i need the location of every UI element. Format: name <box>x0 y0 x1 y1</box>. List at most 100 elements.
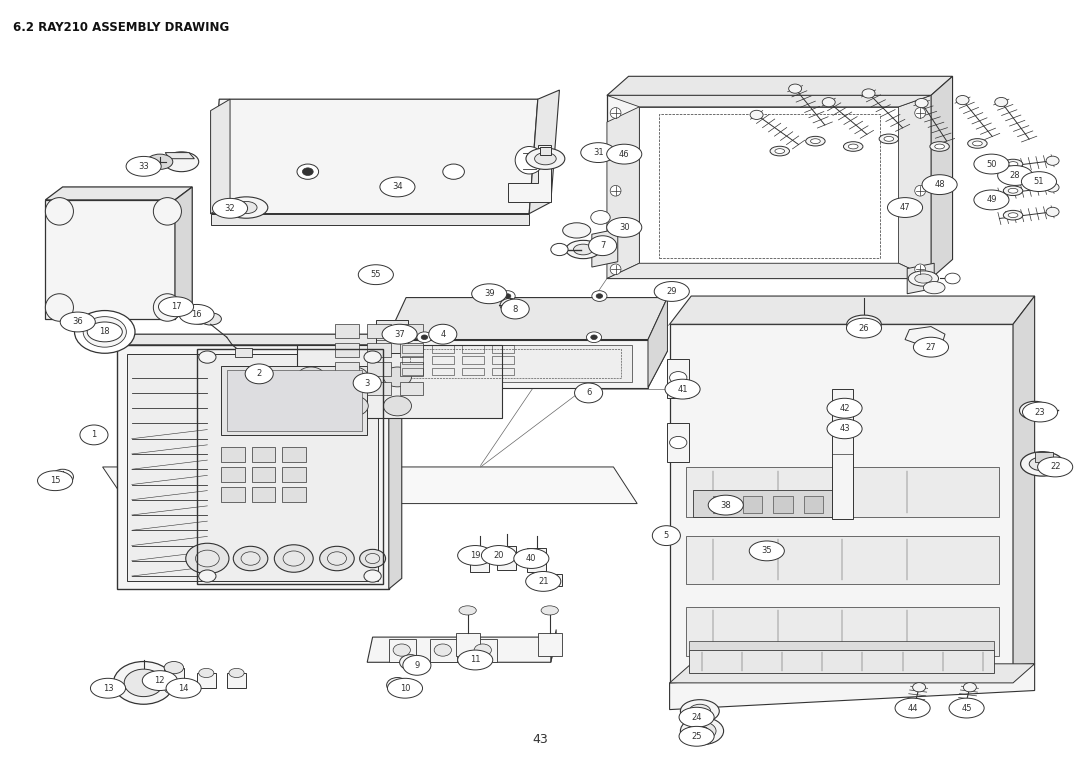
Polygon shape <box>387 340 648 388</box>
Text: 43: 43 <box>839 424 850 433</box>
Polygon shape <box>686 467 999 517</box>
Polygon shape <box>165 153 194 159</box>
Ellipse shape <box>566 240 600 259</box>
Ellipse shape <box>665 379 700 399</box>
Text: 38: 38 <box>720 501 731 510</box>
Ellipse shape <box>52 469 73 485</box>
Bar <box>743 496 762 513</box>
Ellipse shape <box>94 324 116 340</box>
Ellipse shape <box>607 144 642 164</box>
Bar <box>335 324 359 338</box>
Bar <box>402 345 423 353</box>
Ellipse shape <box>526 571 561 591</box>
Bar <box>432 356 454 364</box>
Bar <box>227 370 362 431</box>
Ellipse shape <box>670 436 687 449</box>
Ellipse shape <box>124 669 163 697</box>
Ellipse shape <box>458 546 492 565</box>
Ellipse shape <box>387 678 408 693</box>
Polygon shape <box>376 320 408 353</box>
Ellipse shape <box>126 156 161 176</box>
Ellipse shape <box>535 153 556 165</box>
Ellipse shape <box>364 351 381 363</box>
Bar <box>252 467 275 482</box>
Text: 18: 18 <box>99 327 110 336</box>
Ellipse shape <box>670 372 687 384</box>
Text: 51: 51 <box>1034 177 1044 186</box>
Ellipse shape <box>474 644 491 656</box>
Ellipse shape <box>1009 162 1018 166</box>
Ellipse shape <box>459 606 476 615</box>
Polygon shape <box>389 639 416 662</box>
Text: 17: 17 <box>171 302 181 311</box>
Polygon shape <box>693 490 848 517</box>
Bar <box>367 382 391 395</box>
Ellipse shape <box>540 575 559 585</box>
Text: 32: 32 <box>225 204 235 213</box>
Ellipse shape <box>1023 402 1057 422</box>
Ellipse shape <box>164 152 199 172</box>
Ellipse shape <box>359 265 393 285</box>
Polygon shape <box>211 99 538 214</box>
Ellipse shape <box>191 314 208 324</box>
Ellipse shape <box>751 111 764 120</box>
Ellipse shape <box>153 198 181 225</box>
Polygon shape <box>387 298 667 340</box>
Polygon shape <box>905 327 945 345</box>
Ellipse shape <box>403 655 431 675</box>
Text: 35: 35 <box>761 546 772 555</box>
Bar <box>773 496 793 513</box>
Ellipse shape <box>610 108 621 118</box>
Polygon shape <box>931 76 953 278</box>
Bar <box>462 368 484 375</box>
Polygon shape <box>367 637 556 662</box>
Polygon shape <box>670 664 1035 683</box>
Text: 3: 3 <box>365 378 369 388</box>
Ellipse shape <box>482 546 516 565</box>
Ellipse shape <box>847 318 881 338</box>
Ellipse shape <box>199 570 216 582</box>
Bar <box>221 366 367 435</box>
Polygon shape <box>670 664 1035 710</box>
Text: 8: 8 <box>513 304 517 314</box>
Bar <box>804 496 823 513</box>
Text: 10: 10 <box>400 684 410 693</box>
Polygon shape <box>551 629 556 662</box>
Ellipse shape <box>327 552 347 565</box>
Bar <box>402 356 423 364</box>
Bar <box>335 343 359 357</box>
Ellipse shape <box>945 273 960 284</box>
Text: 36: 36 <box>72 317 83 327</box>
Text: 44: 44 <box>907 703 918 713</box>
Text: 37: 37 <box>394 330 405 339</box>
Ellipse shape <box>1003 186 1023 195</box>
Text: 46: 46 <box>619 150 630 159</box>
Ellipse shape <box>388 678 422 698</box>
Ellipse shape <box>113 662 174 704</box>
Ellipse shape <box>392 681 403 689</box>
Text: 31: 31 <box>593 148 604 157</box>
Ellipse shape <box>806 137 825 146</box>
Ellipse shape <box>1020 401 1050 420</box>
Ellipse shape <box>38 471 72 491</box>
Ellipse shape <box>652 526 680 546</box>
Text: 15: 15 <box>50 476 60 485</box>
Ellipse shape <box>584 384 599 394</box>
Ellipse shape <box>91 678 125 698</box>
Polygon shape <box>538 633 562 656</box>
Ellipse shape <box>607 217 642 237</box>
Polygon shape <box>639 107 899 263</box>
Ellipse shape <box>393 644 410 656</box>
Ellipse shape <box>1026 405 1043 416</box>
Ellipse shape <box>563 223 591 238</box>
Ellipse shape <box>770 146 789 156</box>
Text: 21: 21 <box>538 577 549 586</box>
Ellipse shape <box>360 549 386 568</box>
Polygon shape <box>607 95 931 278</box>
Ellipse shape <box>1022 172 1056 192</box>
Polygon shape <box>456 633 480 656</box>
Ellipse shape <box>166 678 201 698</box>
Bar <box>221 467 245 482</box>
Polygon shape <box>430 639 457 662</box>
Ellipse shape <box>1047 183 1059 192</box>
